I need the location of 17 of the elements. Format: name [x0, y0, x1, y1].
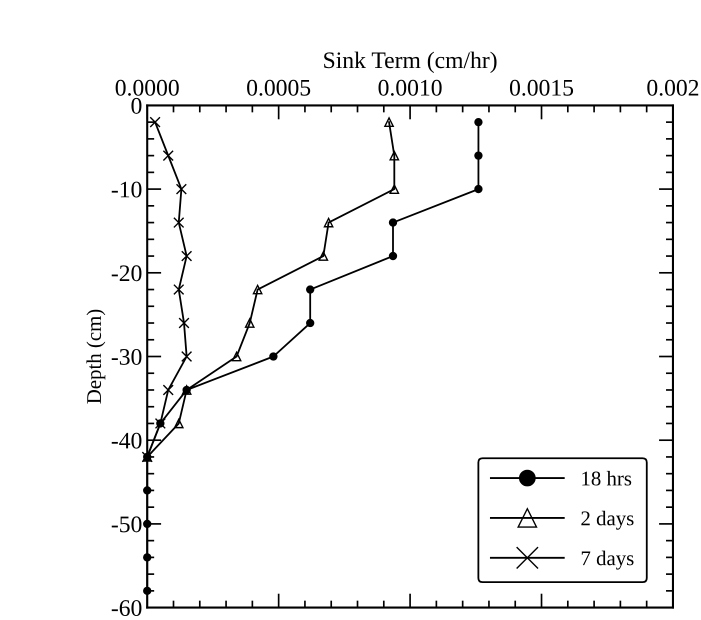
- x-tick-label: 0.002: [647, 80, 698, 96]
- y-axis-title: Depth (cm): [86, 310, 106, 404]
- y-tick-label: -60: [112, 600, 142, 616]
- legend-label: 2 days: [581, 510, 634, 530]
- y-tick-label: -50: [112, 516, 142, 532]
- legend-label: 7 days: [582, 550, 634, 570]
- y-tick-label: -30: [112, 348, 142, 365]
- x-tick-label: 0.0010: [378, 80, 442, 96]
- x-axis-title: Sink Term (cm/hr): [324, 52, 497, 74]
- y-tick-label: -20: [112, 265, 142, 282]
- x-tick-label: 0.0015: [510, 80, 574, 96]
- y-tick-label: -40: [112, 432, 142, 449]
- x-tick-label: 0.0005: [247, 80, 310, 96]
- x-tick-label: 0.0000: [116, 80, 179, 96]
- legend-label: 18 hrs: [582, 470, 632, 486]
- y-tick-label: 0: [131, 98, 142, 114]
- y-tick-label: -10: [112, 182, 142, 198]
